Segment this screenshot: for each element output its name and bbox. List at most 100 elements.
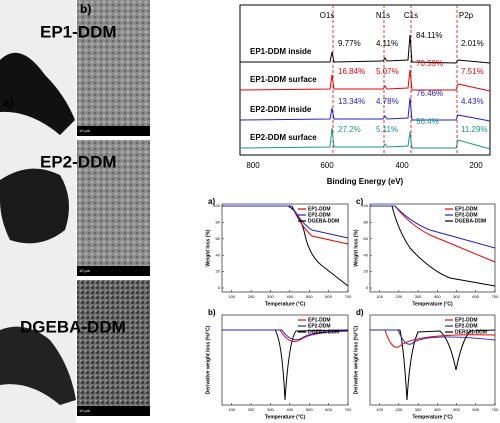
percentage: 76.46%: [416, 89, 443, 98]
panel-label: b): [80, 2, 91, 16]
panel-label: d): [356, 308, 364, 317]
x-tick-label: 700: [492, 294, 499, 299]
percentage: 27.2%: [338, 125, 361, 134]
percentage: 2.01%: [461, 39, 484, 48]
y-tick-label: 80: [216, 219, 221, 224]
sample-photo: [0, 168, 69, 244]
sample-label: DGEBA-DDM: [20, 317, 126, 336]
sem-image: [77, 140, 150, 276]
y-axis-title: Derivative weight loss (%/°C): [353, 325, 359, 394]
y-tick-label: 0: [218, 285, 221, 290]
percentage: 7.51%: [461, 67, 484, 76]
y-tick-label: 100: [361, 203, 368, 208]
sem-caption: 10 μm: [79, 408, 91, 413]
percentage: 5.07%: [376, 67, 399, 76]
x-tick-label: 100: [376, 294, 383, 299]
x-axis-title: Temperature (°C): [412, 301, 453, 307]
x-tick-label: 800: [246, 161, 260, 170]
panel-label: c): [356, 197, 363, 206]
x-tick-label: 100: [228, 294, 235, 299]
sample-photo: [0, 52, 75, 135]
percentage: 16.84%: [338, 67, 365, 76]
y-tick-label: 100: [213, 203, 220, 208]
sample-label: EP1-DDM: [40, 22, 117, 41]
x-tick-label: 300: [267, 407, 274, 412]
panel-label: b): [208, 308, 216, 317]
x-tick-label: 400: [287, 407, 294, 412]
plot-frame: [369, 203, 496, 293]
percentage: 5.11%: [376, 125, 398, 134]
x-tick-label: 100: [228, 407, 235, 412]
legend-label: EP2-DDM: [308, 212, 331, 218]
spectrum-label: EP2-DDM surface: [250, 133, 317, 142]
legend-label: EP2-DDM: [455, 212, 478, 218]
x-tick-label: 200: [396, 407, 403, 412]
plot-frame: [369, 314, 496, 406]
legend-label: DGEBA-DDM: [308, 329, 339, 335]
legend-label: EP1-DDM: [308, 206, 331, 212]
y-tick-label: 20: [364, 269, 369, 274]
panel-label: a): [208, 197, 215, 206]
y-axis-title: Derivative weight loss (%/°C): [205, 325, 211, 394]
x-tick-label: 300: [267, 294, 274, 299]
xps-frame: [239, 4, 491, 156]
x-tick-label: 300: [415, 407, 422, 412]
sem-image: [77, 280, 150, 416]
plot-frame: [221, 314, 349, 406]
sem-databar: [77, 126, 150, 136]
y-axis-title: Weight loss (%): [205, 229, 211, 266]
x-axis-title: Temperature (°C): [265, 301, 306, 307]
x-tick-label: 500: [306, 407, 313, 412]
x-axis-title: Temperature (°C): [265, 414, 306, 420]
sem-image: [77, 0, 150, 136]
xps-spectra: [239, 34, 491, 150]
spectrum-label: EP1-DDM inside: [250, 47, 312, 56]
percentage: 70.59%: [416, 59, 443, 68]
x-tick-label: 200: [248, 407, 255, 412]
x-tick-label: 500: [453, 407, 460, 412]
x-tick-label: 700: [345, 407, 352, 412]
x-axis-title: Binding Energy (eV): [327, 177, 404, 186]
legend-label: EP1-DDM: [308, 317, 331, 323]
y-tick-label: 40: [216, 252, 221, 257]
x-tick-label: 400: [434, 407, 441, 412]
x-tick-label: 700: [492, 407, 499, 412]
legend-label: EP1-DDM: [455, 206, 478, 212]
x-tick-label: 600: [325, 294, 332, 299]
percentage: 13.34%: [338, 97, 365, 106]
peak-label: N1s: [376, 11, 390, 20]
x-tick-label: 200: [469, 161, 483, 170]
peak-label: C1s: [404, 11, 418, 20]
x-tick-label: 600: [472, 407, 479, 412]
percentage: 4.11%: [376, 39, 398, 48]
plot-frame: [221, 203, 349, 293]
x-tick-label: 200: [396, 294, 403, 299]
sem-databar: [77, 266, 150, 276]
panel-label: a): [3, 96, 14, 110]
legend-label: DGEBA-DDM: [455, 218, 486, 224]
peak-label: O1s: [320, 11, 335, 20]
x-tick-label: 700: [345, 294, 352, 299]
y-tick-label: 80: [364, 219, 369, 224]
percentage: 9.77%: [338, 39, 361, 48]
x-tick-label: 300: [415, 294, 422, 299]
y-tick-label: 0: [366, 285, 369, 290]
x-tick-label: 400: [434, 294, 441, 299]
spectrum-label: EP2-DDM inside: [250, 105, 312, 114]
sample-label: EP2-DDM: [40, 152, 117, 171]
legend-label: EP2-DDM: [455, 323, 478, 329]
legend-label: EP1-DDM: [455, 317, 478, 323]
x-tick-label: 100: [376, 407, 383, 412]
x-tick-label: 400: [395, 161, 409, 170]
x-tick-label: 600: [320, 161, 334, 170]
legend-label: DER331-DDM: [455, 329, 487, 335]
y-tick-label: 40: [364, 252, 369, 257]
percentage: 84.11%: [416, 31, 443, 40]
x-tick-label: 500: [453, 294, 460, 299]
x-axis-title: Temperature (°C): [412, 414, 453, 420]
sem-databar: [77, 406, 150, 416]
percentage: 56.4%: [416, 117, 439, 126]
x-tick-label: 600: [472, 294, 479, 299]
x-tick-label: 200: [248, 294, 255, 299]
y-tick-label: 60: [216, 236, 221, 241]
